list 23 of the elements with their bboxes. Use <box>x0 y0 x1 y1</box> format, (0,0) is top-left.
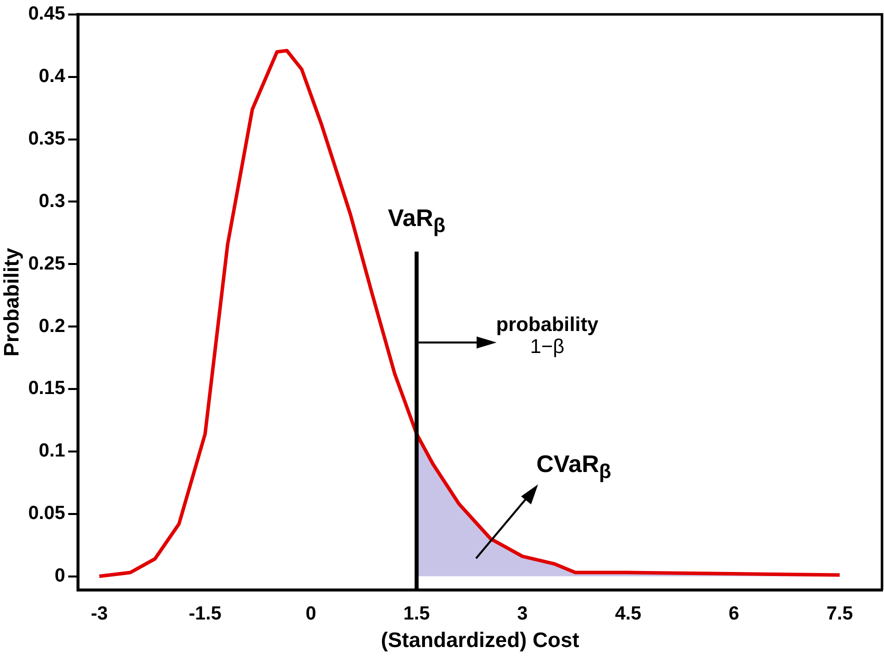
annotation: VaR$_{β}$ <box>386 204 446 236</box>
y-tick-label: 0.15 <box>28 378 66 400</box>
x-tick-label: 3 <box>517 604 528 625</box>
y-tick-label: 0 <box>54 566 66 586</box>
x-tick-label: 7.5 <box>826 604 854 625</box>
annotation: probability 1−β <box>496 314 598 358</box>
y-tick-label: 0.35 <box>28 128 66 150</box>
annotation: CVaR$_{β}$ <box>536 450 612 483</box>
y-tick-label: 0.05 <box>28 503 66 524</box>
x-tick-label: -1.5 <box>188 604 222 625</box>
x-tick-label: 0 <box>306 604 316 625</box>
x-axis-title: (Standardized) Cost <box>380 629 580 652</box>
y-tick-label: 0.45 <box>28 4 66 25</box>
x-tick-label: 1.5 <box>403 604 430 625</box>
x-tick-label: -3 <box>90 604 108 625</box>
y-axis-title: Probability <box>0 248 24 356</box>
y-tick-label: 0.25 <box>28 253 66 274</box>
x-tick-label: 4.5 <box>614 604 642 625</box>
y-tick-label: 0.1 <box>38 440 66 462</box>
x-tick-label: 6 <box>728 604 740 625</box>
y-tick-label: 0.4 <box>38 66 66 88</box>
y-tick-label: 0.3 <box>38 190 66 212</box>
y-tick-label: 0.2 <box>38 316 66 337</box>
